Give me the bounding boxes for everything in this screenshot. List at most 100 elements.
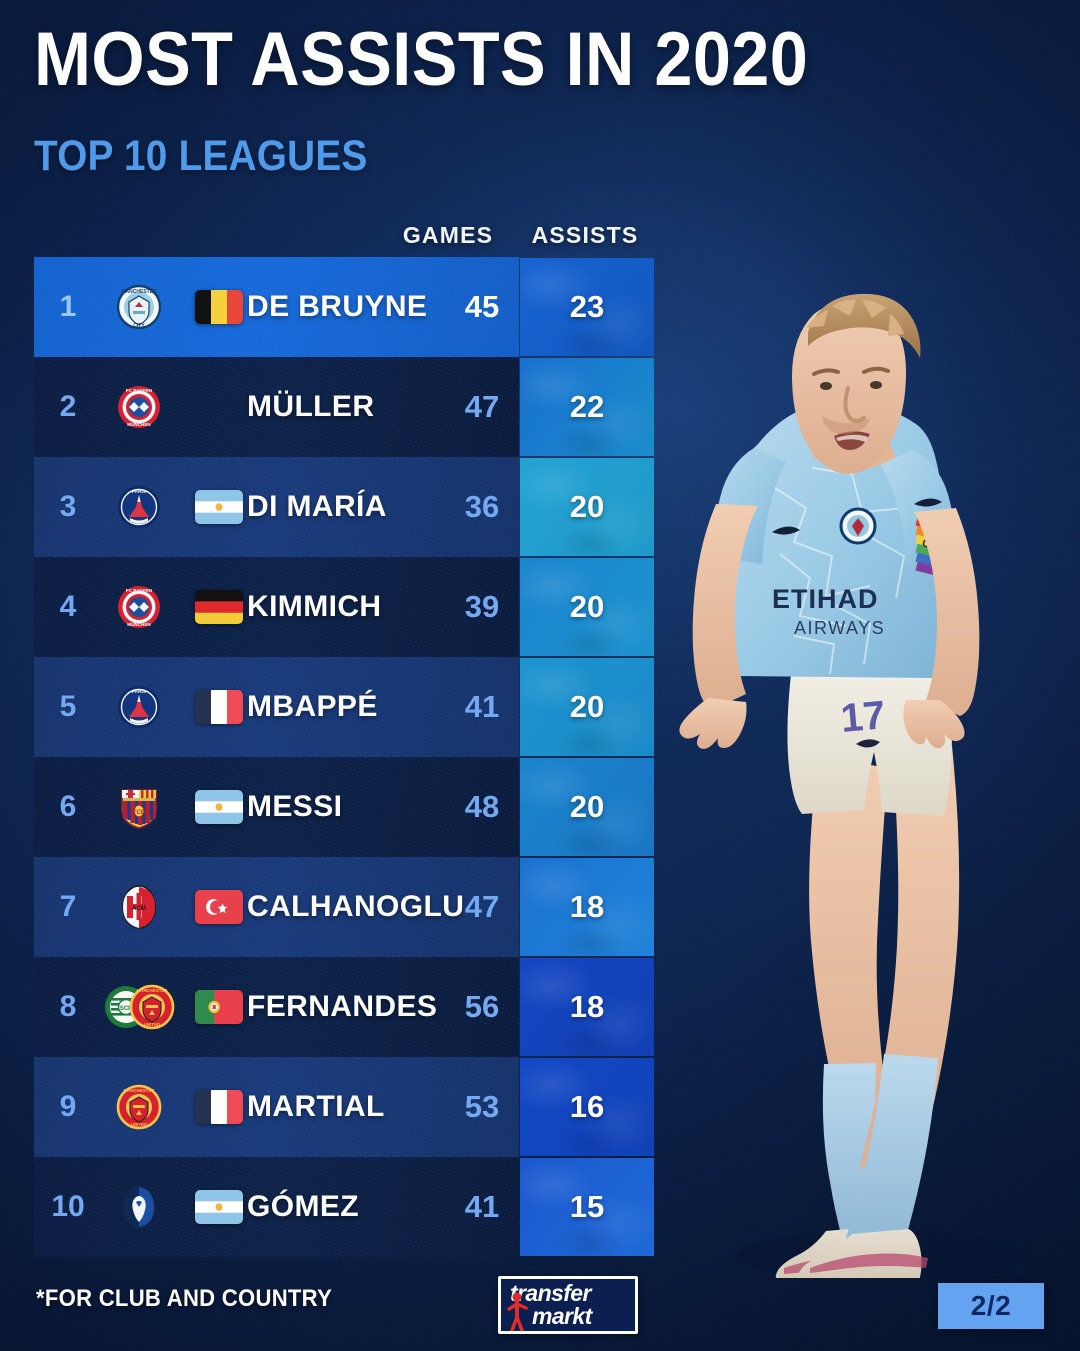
row-games-value: 41	[464, 689, 500, 724]
page-indicator-label: 2/2	[970, 1290, 1012, 1321]
brand-text-markt: markt	[532, 1303, 592, 1329]
club-crest-manchester-united: MANCHESTER UNITED	[116, 1084, 162, 1130]
page-title: MOST ASSISTS IN 2020	[34, 17, 809, 102]
country-flag-argentina	[195, 490, 243, 524]
row-assists-value: 20	[569, 489, 605, 524]
row-games-value: 48	[464, 789, 500, 824]
row-assists-value: 22	[569, 389, 605, 424]
row-club-crests: SCP MANCHESTER UNITED	[96, 957, 182, 1057]
row-assists-value: 18	[569, 889, 605, 924]
row-club-crests: FCB	[96, 757, 182, 857]
table-row: 1 MANCHESTER CITY DE BRUYNE 45 23	[34, 257, 654, 357]
club-crest-ac-milan: ACM	[116, 884, 162, 930]
svg-text:MÜNCHEN: MÜNCHEN	[127, 421, 151, 427]
row-rank: 1	[59, 290, 77, 323]
row-assists-cell: 20	[520, 658, 654, 756]
svg-text:PARIS: PARIS	[132, 689, 147, 695]
row-player-name: FERNANDES	[247, 990, 438, 1023]
table-row: 8 SCP MANCHESTER UNITED FERNANDES 56 18	[34, 957, 654, 1057]
row-player-name: DI MARÍA	[247, 490, 387, 523]
page-indicator: 2/2	[938, 1283, 1044, 1329]
row-assists-value: 20	[569, 789, 605, 824]
row-country-flag	[186, 1157, 252, 1257]
table-row: 3 PARIS DI MARÍA 36 20	[34, 457, 654, 557]
row-games-value: 41	[464, 1189, 500, 1224]
page-subtitle: TOP 10 LEAGUES	[34, 132, 368, 180]
row-games-value: 47	[464, 889, 500, 924]
row-rank: 2	[59, 390, 77, 423]
row-assists-value: 20	[569, 589, 605, 624]
table-row: 10 GÓMEZ 41 15	[34, 1157, 654, 1257]
row-rank: 4	[59, 590, 77, 623]
svg-text:SCP: SCP	[120, 1006, 132, 1012]
table-row: 2 FC BAYERN MÜNCHEN MÜLLER 47 22	[34, 357, 654, 457]
row-games-value: 56	[464, 989, 500, 1024]
row-player-name: MÜLLER	[247, 390, 375, 423]
row-rank: 7	[59, 890, 77, 923]
row-country-flag	[186, 257, 252, 357]
row-band	[34, 257, 519, 357]
svg-text:UNITED: UNITED	[144, 1022, 160, 1027]
row-band	[34, 1157, 519, 1257]
row-games-value: 45	[464, 289, 500, 324]
svg-text:FC BAYERN: FC BAYERN	[126, 388, 153, 393]
row-assists-value: 18	[569, 989, 605, 1024]
club-crest-psg: PARIS	[116, 484, 162, 530]
footnote: *FOR CLUB AND COUNTRY	[36, 1285, 333, 1312]
row-assists-value: 16	[569, 1089, 605, 1124]
player-photo-de-bruyne: 17 ETIHAD AIRWAYS Captain	[646, 236, 1080, 1278]
table-row: 4 FC BAYERN MÜNCHEN KIMMICH 39 20	[34, 557, 654, 657]
table-row: 5 PARIS MBAPPÉ 41 20	[34, 657, 654, 757]
row-country-flag	[186, 957, 252, 1057]
row-player-name: MBAPPÉ	[247, 690, 378, 723]
row-band	[34, 757, 519, 857]
svg-text:MANCHESTER: MANCHESTER	[137, 988, 169, 993]
svg-text:PARIS: PARIS	[132, 489, 147, 495]
club-crest-bayern-munich: FC BAYERN MÜNCHEN	[116, 384, 162, 430]
table-row: 9 MANCHESTER UNITED MARTIAL 53 16	[34, 1057, 654, 1157]
row-rank: 10	[51, 1190, 85, 1223]
row-assists-cell: 22	[520, 358, 654, 456]
row-player-name: DE BRUYNE	[247, 290, 428, 323]
row-games-value: 47	[464, 389, 500, 424]
club-crest-manchester-united: MANCHESTER UNITED	[129, 984, 175, 1030]
row-band	[34, 1057, 519, 1157]
row-assists-cell: 23	[520, 258, 654, 356]
club-crest-atalanta	[116, 1184, 162, 1230]
row-club-crests: ACM	[96, 857, 182, 957]
country-flag-france	[195, 690, 243, 724]
row-country-flag	[186, 557, 252, 657]
row-rank: 3	[59, 490, 77, 523]
svg-text:MANCHESTER: MANCHESTER	[121, 289, 157, 295]
svg-text:MÜNCHEN: MÜNCHEN	[127, 621, 151, 627]
row-country-flag	[186, 657, 252, 757]
row-assists-cell: 20	[520, 558, 654, 656]
row-player-name: KIMMICH	[247, 590, 382, 623]
row-player-name: CALHANOGLU	[247, 890, 465, 923]
row-country-flag	[186, 457, 252, 557]
row-club-crests: MANCHESTER UNITED	[96, 1057, 182, 1157]
row-player-name: MESSI	[247, 790, 343, 823]
row-band	[34, 657, 519, 757]
country-flag-turkey	[195, 890, 243, 924]
row-rank: 5	[59, 690, 77, 723]
row-band	[34, 857, 519, 957]
row-player-name: MARTIAL	[247, 1090, 385, 1123]
svg-text:FC BAYERN: FC BAYERN	[126, 588, 153, 593]
row-country-flag	[186, 357, 252, 457]
column-header-assists: ASSISTS	[531, 222, 639, 248]
svg-text:17: 17	[839, 693, 887, 741]
row-assists-cell: 20	[520, 458, 654, 556]
row-country-flag	[186, 1057, 252, 1157]
row-games-value: 53	[464, 1089, 500, 1124]
svg-text:ETIHAD: ETIHAD	[772, 584, 879, 614]
row-assists-cell: 20	[520, 758, 654, 856]
row-band	[34, 557, 519, 657]
svg-text:CITY: CITY	[133, 323, 145, 329]
row-assists-cell: 16	[520, 1058, 654, 1156]
row-club-crests	[96, 1157, 182, 1257]
row-assists-value: 15	[569, 1189, 605, 1224]
row-assists-cell: 18	[520, 858, 654, 956]
row-band	[34, 457, 519, 557]
row-club-crests: PARIS	[96, 457, 182, 557]
